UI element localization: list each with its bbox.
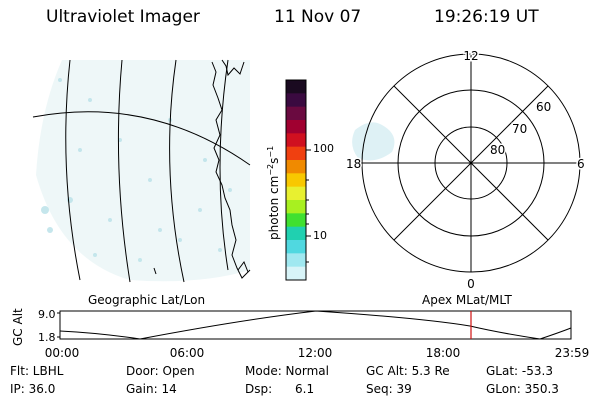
colorbar-cell (286, 133, 306, 148)
colorbar-cell (286, 186, 306, 201)
colorbar-cell (286, 253, 306, 268)
mlt-label-18: 18 (346, 157, 361, 171)
info-dsp: Dsp: 6.1 (245, 382, 315, 396)
coastline (211, 59, 251, 279)
orbit-ylabel: GC Alt (11, 308, 25, 346)
colorbar-cell (286, 200, 306, 214)
emission-speckle (41, 78, 232, 262)
orbit-xtick-1200: 12:00 (298, 346, 333, 360)
colorbar-cell (286, 120, 306, 134)
info-mode: Mode: Normal (245, 364, 329, 378)
latitude-line (32, 111, 251, 166)
app-title: Ultraviolet Imager (46, 7, 200, 27)
auroral-emission-area (36, 60, 250, 282)
colorbar-cell (286, 160, 306, 174)
colorbar-tick-100: 100 (313, 142, 334, 155)
orbit-xtick-2359: 23:59 (555, 346, 590, 360)
mlt-label-6: 6 (577, 157, 585, 171)
polar-plot: 12 18 6 0 60 70 80 (345, 48, 587, 293)
info-flt: Flt: LBHL (10, 364, 64, 378)
geographic-map (32, 59, 251, 283)
colorbar-label: photon cm−2s−1 (266, 146, 281, 240)
info-gain: Gain: 14 (126, 382, 177, 396)
colorbar-cell (286, 146, 306, 161)
mlat-label-70: 70 (512, 122, 527, 136)
colorbar-cell (286, 106, 306, 121)
colorbar-cell (286, 226, 306, 241)
colorbar-cell (286, 266, 306, 281)
mlt-label-12: 12 (463, 49, 478, 63)
info-ip: IP: 36.0 (10, 382, 56, 396)
colorbar-tick-10: 10 (313, 229, 327, 242)
colorbar-cell (286, 173, 306, 188)
time-label: 19:26:19 UT (434, 7, 539, 27)
orbit-ytick-9: 9.0 (38, 308, 56, 321)
info-glat: GLat: -53.3 (486, 364, 553, 378)
orbit-xtick-0600: 06:00 (170, 346, 205, 360)
altitude-curve (59, 310, 572, 340)
colorbar-cell (286, 240, 306, 254)
mlat-label-60: 60 (536, 100, 551, 114)
colorbar-cell (286, 93, 306, 108)
info-door: Door: Open (126, 364, 195, 378)
date-label: 11 Nov 07 (274, 7, 362, 27)
mlt-label-0: 0 (467, 277, 475, 291)
orbit-plot: 9.0 1.8 GC Alt Geographic Lat/Lon Apex M… (11, 293, 589, 360)
info-seq: Seq: 39 (366, 382, 412, 396)
mlat-label-80: 80 (490, 143, 505, 157)
apex-caption: Apex MLat/MLT (422, 293, 512, 307)
info-glon: GLon: 350.3 (486, 382, 559, 396)
geographic-caption: Geographic Lat/Lon (88, 293, 205, 307)
colorbar-cell (286, 213, 306, 228)
info-gcalt: GC Alt: 5.3 Re (366, 364, 450, 378)
colorbar-cell (286, 80, 306, 94)
orbit-xtick-1800: 18:00 (426, 346, 461, 360)
longitude-lines (65, 59, 229, 283)
polar-emission (352, 122, 395, 161)
orbit-ytick-1.8: 1.8 (38, 331, 56, 344)
colorbar: 100 10 photon cm−2s−1 (266, 79, 334, 281)
orbit-xtick-0000: 00:00 (45, 346, 80, 360)
